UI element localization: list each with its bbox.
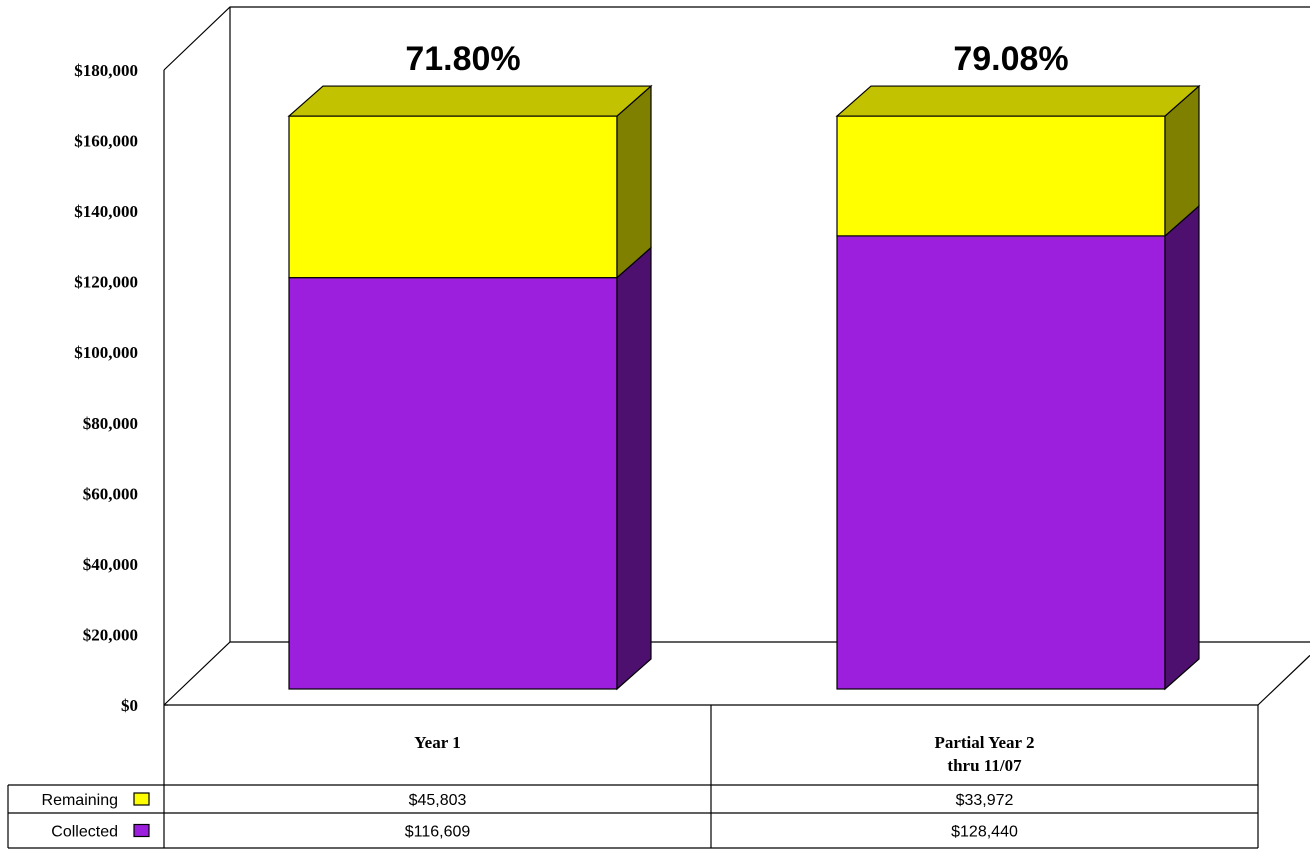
y-tick-label: $180,000 (74, 61, 138, 80)
percent-label: 71.80% (405, 40, 520, 78)
bar-front-face (836, 115, 1166, 237)
row-label-collected: Collected (51, 824, 118, 841)
bar-collected-1 (288, 246, 652, 691)
legend-swatch-collected (133, 823, 150, 838)
bar-remaining-1 (287, 84, 653, 279)
y-tick-label: $60,000 (83, 484, 138, 503)
bar-collected-2 (836, 204, 1200, 691)
y-tick-label: $20,000 (83, 625, 138, 644)
back-wall-top-edge (163, 6, 1310, 71)
bar-side-face (1164, 204, 1200, 691)
y-tick-label: $40,000 (83, 555, 138, 574)
bar-front-face (288, 277, 618, 690)
bar-remaining-2 (835, 84, 1201, 238)
bar-front-face (836, 235, 1166, 690)
table-cell: $128,440 (951, 824, 1018, 841)
category-label: Partial Year 2 (934, 733, 1034, 752)
table-cell: $45,803 (409, 792, 467, 809)
data-table: Year 1 Partial Year 2 thru 11/07 Remaining $… (7, 704, 1259, 849)
floor-right-edge (1257, 654, 1310, 706)
category-label: thru 11/07 (947, 756, 1022, 775)
category-label: Year 1 (414, 733, 460, 752)
y-tick-label: $140,000 (74, 202, 138, 221)
table-cell: $116,609 (405, 824, 471, 841)
bar-front-face (288, 115, 618, 279)
legend-swatch-remaining (133, 792, 150, 806)
y-tick-label: $160,000 (74, 132, 138, 151)
table-cell: $33,972 (956, 792, 1014, 809)
y-tick-label: $0 (121, 696, 138, 715)
y-tick-label: $120,000 (74, 273, 138, 292)
y-axis: $0 $20,000 $40,000 $60,000 $80,000 $100,000 $1… (74, 61, 138, 715)
bar-top-face (835, 85, 1201, 117)
percent-labels: 71.80% 79.08% (405, 40, 1068, 78)
row-label-remaining: Remaining (42, 792, 118, 809)
percent-label: 79.08% (953, 40, 1068, 78)
bar-top-face (287, 85, 653, 117)
y-tick-label: $100,000 (74, 343, 138, 362)
bar-side-face (616, 246, 652, 691)
bar-group (287, 84, 1201, 691)
y-tick-label: $80,000 (83, 414, 138, 433)
bar-side-face (616, 84, 652, 279)
